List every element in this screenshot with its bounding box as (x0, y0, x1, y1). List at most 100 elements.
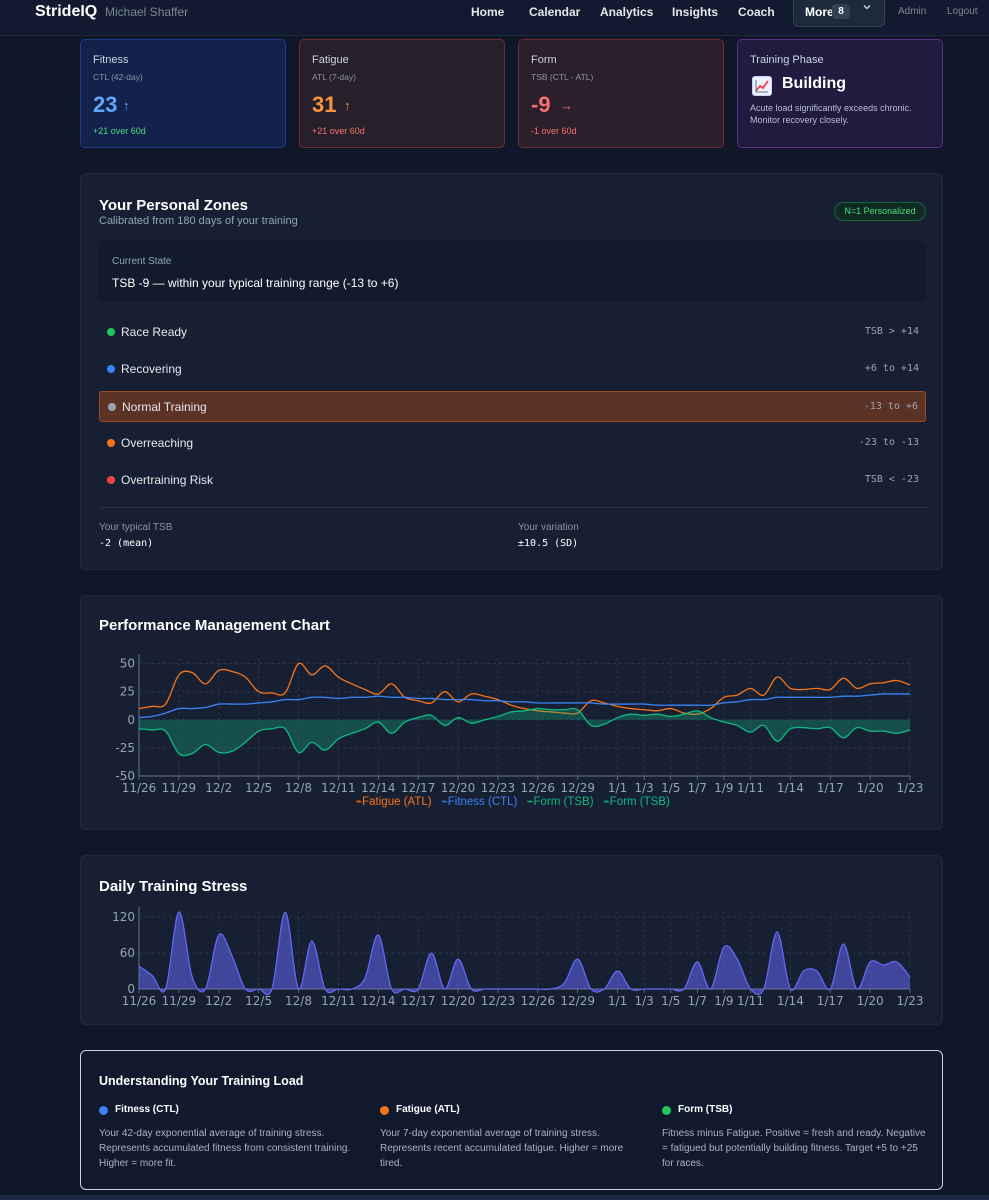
x-tick-label: 12/11 (321, 781, 356, 795)
x-tick-label: 12/2 (205, 781, 232, 795)
x-tick-label: 1/7 (688, 781, 707, 795)
card-title: Training Phase (750, 54, 824, 66)
x-tick-label: 1/1 (608, 994, 627, 1008)
legend-item-form-area[interactable]: ⌁Form (TSB) (602, 796, 670, 808)
typical-tsb-label: Your typical TSB (99, 522, 173, 533)
fatigue-delta: +21 over 60d (312, 126, 365, 136)
pmc-panel: Performance Management Chart 50 25 0 -25 -50… (80, 595, 943, 830)
zone-range: +6 to +14 (864, 363, 919, 374)
typical-tsb-value: -2 (mean) (99, 538, 154, 549)
form-tsb-line (138, 707, 911, 757)
x-tick-label: 1/5 (661, 781, 680, 795)
more-label: More (805, 5, 834, 19)
variation-label: Your variation (518, 522, 579, 533)
understanding-panel: Understanding Your Training Load Fitness… (80, 1050, 943, 1190)
explanation-text: Fitness minus Fatigue. Positive = fresh … (662, 1128, 926, 1169)
x-tick-label: 1/23 (897, 781, 924, 795)
x-tick-label: 1/1 (608, 781, 627, 795)
zone-name: Race Ready (121, 325, 188, 339)
zone-name: Overtraining Risk (121, 473, 214, 487)
logout-link[interactable]: Logout (947, 6, 978, 17)
phase-description: Acute load significantly exceeds chronic… (750, 103, 912, 125)
x-tick-label: 1/17 (817, 781, 844, 795)
y-tick-label: -25 (115, 741, 135, 755)
fatigue-card: Fatigue ATL (7-day) 31 ↑ +21 over 60d (299, 39, 505, 148)
variation-value: ±10.5 (SD) (518, 538, 579, 549)
nav-calendar-link[interactable]: Calendar (529, 5, 581, 19)
daily-stress-chart: 120 60 011/26 11/29 12/2 12/5 12/8 12/11 12/14 12… (112, 907, 923, 1008)
x-tick-label: 1/14 (777, 994, 804, 1008)
understanding-title: Understanding Your Training Load (99, 1074, 304, 1088)
card-title: Fitness (93, 54, 129, 66)
zone-range: -23 to -13 (858, 437, 919, 448)
x-tick-label: 12/5 (245, 994, 272, 1008)
x-tick-label: 1/11 (737, 781, 764, 795)
fitness-delta: +21 over 60d (93, 126, 146, 136)
x-tick-label: 12/14 (361, 994, 396, 1008)
y-tick-label: 60 (120, 946, 135, 960)
x-tick-label: 12/29 (560, 781, 595, 795)
x-tick-label: 12/20 (441, 781, 476, 795)
zone-name: Overreaching (121, 436, 194, 450)
y-tick-label: -50 (115, 769, 135, 783)
explanation-text: Your 7-day exponential average of traini… (380, 1128, 624, 1169)
legend-label: Fitness (CTL) (447, 796, 518, 808)
legend-item-fitness[interactable]: ⌁Fitness (CTL) (440, 796, 518, 808)
daily-training-stress-area (139, 912, 910, 995)
daily-training-stress-line (138, 911, 911, 996)
explanation-text: Your 42-day exponential average of train… (99, 1128, 351, 1169)
form-tsb-area (139, 708, 910, 756)
daily-stress-title: Daily Training Stress (99, 878, 248, 895)
fatigue-value: 31 (312, 92, 337, 117)
form-value: -9 (531, 92, 551, 117)
y-tick-label: 0 (127, 713, 135, 727)
x-tick-label: 12/23 (481, 781, 516, 795)
nav-insights-link[interactable]: Insights (672, 5, 719, 19)
fatigue-atl-line (138, 662, 911, 716)
bottom-bar (0, 1195, 989, 1200)
legend-item-form[interactable]: ⌁Form (TSB) (526, 796, 594, 808)
x-tick-label: 1/7 (688, 994, 707, 1008)
more-menu-button[interactable]: More 8 (793, 0, 885, 27)
x-tick-label: 12/8 (285, 994, 312, 1008)
fitness-ctl-line (138, 693, 910, 719)
nav-home-link[interactable]: Home (471, 5, 505, 19)
x-tick-label: 12/14 (361, 781, 396, 795)
y-tick-label: 120 (112, 910, 135, 924)
x-tick-label: 1/11 (737, 994, 764, 1008)
personalized-badge: N=1 Personalized (834, 202, 926, 221)
card-subtitle: TSB (CTL - ATL) (531, 72, 594, 82)
explanation-title: Form (TSB) (678, 1104, 733, 1115)
dot-icon (380, 1106, 389, 1115)
more-count-badge: 8 (832, 4, 850, 19)
form-explanation: Form (TSB) Fitness minus Fatigue. Positi… (662, 1104, 927, 1171)
nav-analytics-link[interactable]: Analytics (600, 5, 654, 19)
card-subtitle: CTL (42-day) (93, 72, 143, 82)
zone-range: TSB > +14 (864, 326, 919, 337)
user-name: Michael Shaffer (105, 5, 189, 19)
admin-link[interactable]: Admin (898, 6, 927, 17)
zone-dot-icon (107, 476, 115, 484)
x-tick-label: 11/29 (162, 994, 197, 1008)
zone-row-normal-training: Normal Training -13 to +6 (99, 391, 926, 422)
x-tick-label: 11/29 (162, 781, 197, 795)
current-state-box: Current State TSB -9 — within your typic… (99, 241, 926, 302)
zone-row-overtraining-risk: Overtraining Risk TSB < -23 (99, 465, 926, 496)
zone-row-race-ready: Race Ready TSB > +14 (99, 317, 926, 348)
legend-item-fatigue[interactable]: ⌁Fatigue (ATL) (355, 796, 432, 808)
zones-title: Your Personal Zones (99, 197, 248, 214)
x-tick-label: 1/20 (857, 994, 884, 1008)
brand-logo[interactable]: StrideIQ (35, 3, 98, 20)
explanation-title: Fatigue (ATL) (396, 1104, 460, 1115)
training-phase-card: Training Phase Building Acute load signi… (737, 39, 943, 148)
x-tick-label: 12/23 (481, 994, 516, 1008)
form-card: Form TSB (CTL - ATL) -9 → -1 over 60d (518, 39, 724, 148)
current-state-label: Current State (112, 256, 172, 267)
up-arrow-icon: ↑ (123, 98, 130, 113)
dot-icon (662, 1106, 671, 1115)
zones-subtitle: Calibrated from 180 days of your trainin… (99, 215, 298, 227)
card-subtitle: ATL (7-day) (312, 72, 356, 82)
nav-coach-link[interactable]: Coach (738, 5, 775, 19)
x-tick-label: 1/5 (661, 994, 680, 1008)
